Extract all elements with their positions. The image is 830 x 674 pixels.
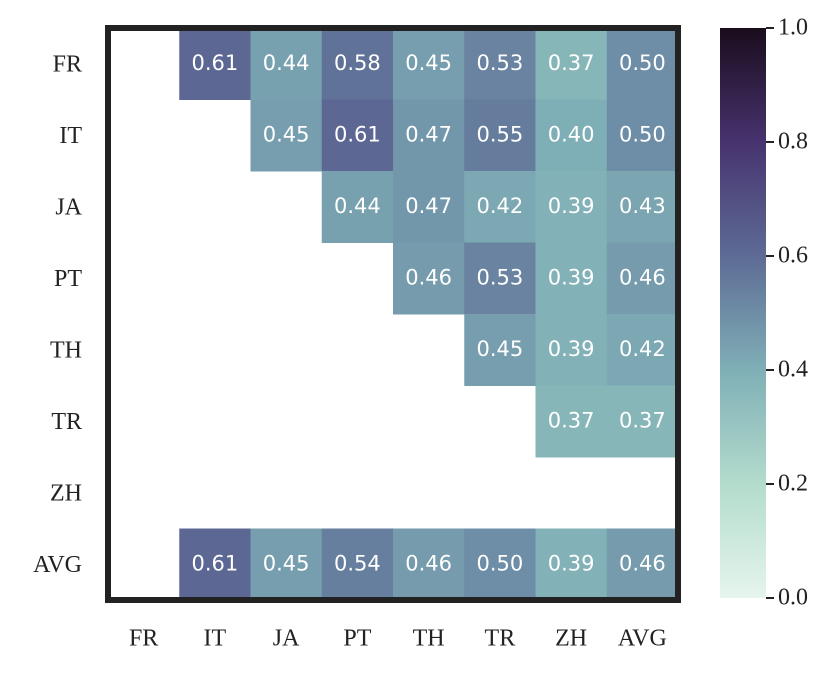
cell-label: 0.46 xyxy=(619,265,666,289)
cell xyxy=(250,99,323,172)
cell-label: 0.46 xyxy=(405,265,452,289)
cell-label: 0.61 xyxy=(191,551,238,575)
cell-label: 0.37 xyxy=(548,51,595,75)
cell xyxy=(606,28,679,100)
cell-label: 0.37 xyxy=(619,408,666,432)
frame xyxy=(105,25,681,603)
cell xyxy=(321,528,394,601)
cell xyxy=(606,385,679,458)
cell xyxy=(321,28,394,100)
cell-label: 0.37 xyxy=(548,408,595,432)
cell-label: 0.44 xyxy=(263,51,310,75)
cell xyxy=(393,242,465,315)
cell xyxy=(535,528,608,601)
colorbar xyxy=(720,28,766,598)
cell-label: 0.40 xyxy=(548,122,595,146)
cell xyxy=(535,171,608,243)
cell xyxy=(393,28,465,100)
colorbar-tick-label: 1.0 xyxy=(778,15,808,41)
cell xyxy=(464,171,536,243)
y-tick-label: JA xyxy=(55,194,82,220)
cell xyxy=(321,171,394,243)
cell-label: 0.42 xyxy=(619,337,666,361)
y-tick-label: TH xyxy=(50,337,82,363)
cell-label: 0.45 xyxy=(263,122,310,146)
cell xyxy=(535,385,608,458)
cell-label: 0.42 xyxy=(476,194,523,218)
cell-label: 0.46 xyxy=(619,551,666,575)
cell xyxy=(606,242,679,315)
cell xyxy=(535,242,608,315)
cell-label: 0.39 xyxy=(548,265,595,289)
cell-label: 0.53 xyxy=(476,265,523,289)
x-tick-label: PT xyxy=(343,626,371,652)
cell-label: 0.46 xyxy=(405,551,452,575)
cell xyxy=(393,99,465,172)
cell xyxy=(393,528,465,601)
cell-label: 0.61 xyxy=(191,51,238,75)
x-tick-label: TH xyxy=(413,626,445,652)
cell xyxy=(535,28,608,100)
cell-label: 0.44 xyxy=(334,194,381,218)
cell xyxy=(535,314,608,386)
y-tick-label: IT xyxy=(59,123,82,149)
colorbar-tick-label: 0.4 xyxy=(778,357,808,383)
cell xyxy=(250,528,323,601)
x-tick-label: IT xyxy=(204,626,227,652)
cell-label: 0.45 xyxy=(263,551,310,575)
cell-label: 0.50 xyxy=(476,551,523,575)
cell-label: 0.47 xyxy=(405,194,452,218)
cell-label: 0.53 xyxy=(476,51,523,75)
cell xyxy=(464,99,536,172)
cell xyxy=(393,171,465,243)
y-tick-label: ZH xyxy=(50,480,82,506)
cell-label: 0.58 xyxy=(334,51,381,75)
x-tick-label: AVG xyxy=(618,626,667,652)
cell xyxy=(321,99,394,172)
x-tick-label: FR xyxy=(129,626,158,652)
colorbar-tick-label: 0.0 xyxy=(778,585,808,611)
cell-label: 0.39 xyxy=(548,551,595,575)
colorbar-tick-label: 0.8 xyxy=(778,129,808,155)
cell-label: 0.54 xyxy=(334,551,381,575)
cell-label: 0.45 xyxy=(405,51,452,75)
cell-label: 0.47 xyxy=(405,122,452,146)
cell-label: 0.45 xyxy=(476,337,523,361)
cell-label: 0.50 xyxy=(619,51,666,75)
cell xyxy=(606,99,679,172)
cell xyxy=(179,528,251,601)
cell-label: 0.43 xyxy=(619,194,666,218)
x-tick-label: TR xyxy=(485,626,516,652)
cell xyxy=(179,28,251,100)
x-tick-label: JA xyxy=(273,626,300,652)
cell xyxy=(606,314,679,386)
colorbar-tick-label: 0.2 xyxy=(778,471,808,497)
y-tick-label: PT xyxy=(54,266,82,292)
cell xyxy=(535,99,608,172)
cell-label: 0.61 xyxy=(334,122,381,146)
cell xyxy=(464,242,536,315)
cell xyxy=(464,528,536,601)
colorbar-tick-label: 0.6 xyxy=(778,243,808,269)
x-tick-label: ZH xyxy=(555,626,587,652)
y-tick-label: AVG xyxy=(33,552,82,578)
cell xyxy=(606,528,679,601)
cell xyxy=(464,28,536,100)
cell-label: 0.55 xyxy=(476,122,523,146)
cell xyxy=(250,28,323,100)
cell xyxy=(464,314,536,386)
y-tick-label: FR xyxy=(53,51,82,77)
y-tick-label: TR xyxy=(51,409,82,435)
cell-label: 0.39 xyxy=(548,337,595,361)
cell xyxy=(606,171,679,243)
cell-label: 0.39 xyxy=(548,194,595,218)
cell-label: 0.50 xyxy=(619,122,666,146)
